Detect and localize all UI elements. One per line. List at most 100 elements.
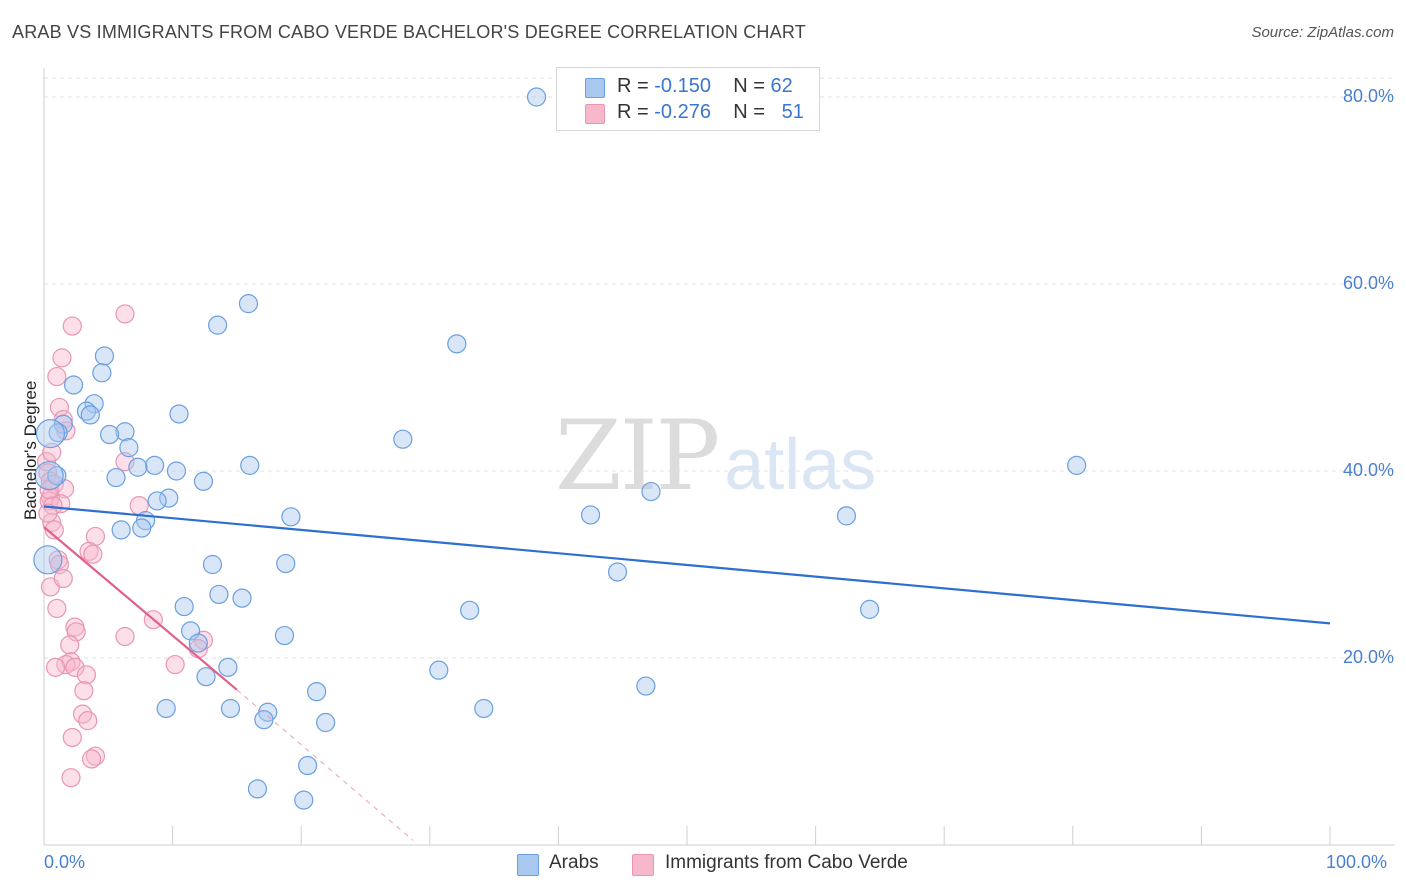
cabo-verde-n-value: 51 <box>781 101 804 123</box>
point-arabs-26 <box>147 491 167 511</box>
point-arabs-60 <box>34 461 64 491</box>
point-arabs-13 <box>115 422 135 442</box>
point-cabo-verde-2 <box>52 348 72 368</box>
point-arabs-42 <box>181 621 201 641</box>
point-arabs-40 <box>460 600 480 620</box>
point-cabo-verde-46 <box>61 768 81 788</box>
point-arabs-43 <box>274 625 295 646</box>
x-tick-label-max: 100.0% <box>1326 852 1388 872</box>
point-cabo-verde-42 <box>78 711 98 731</box>
point-arabs-21 <box>166 461 187 481</box>
point-cabo-verde-50 <box>53 568 73 589</box>
point-arabs-58 <box>294 790 314 810</box>
point-cabo-verde-39 <box>76 665 97 685</box>
point-arabs-45 <box>218 657 238 677</box>
point-arabs-4 <box>94 346 115 366</box>
cabo-verde-n-label: N = <box>733 101 771 123</box>
point-cabo-verde-19 <box>44 520 64 540</box>
trend-line-arabs <box>43 505 1331 625</box>
point-arabs-33 <box>836 506 857 526</box>
point-arabs-54 <box>254 710 274 730</box>
point-arabs-10 <box>80 405 100 425</box>
x-tick-label-min: 0.0% <box>44 852 86 872</box>
point-cabo-verde-48 <box>38 503 58 523</box>
point-arabs-22 <box>240 455 260 475</box>
point-arabs-36 <box>607 562 628 582</box>
point-arabs-61 <box>33 545 63 575</box>
point-cabo-verde-45 <box>81 749 102 769</box>
point-arabs-44 <box>188 633 208 653</box>
cabo-verde-r-label: R = <box>617 101 655 123</box>
point-cabo-verde-22 <box>83 544 103 564</box>
point-arabs-3 <box>447 334 467 354</box>
point-cabo-verde-1 <box>62 316 82 336</box>
y-tick-label-40: 40.0% <box>1342 460 1394 480</box>
point-arabs-25 <box>159 488 179 508</box>
arabs-r-value: -0.150 <box>654 75 711 97</box>
point-arabs-55 <box>316 712 336 733</box>
point-arabs-7 <box>84 394 104 414</box>
point-arabs-30 <box>111 520 131 540</box>
point-arabs-6 <box>63 375 84 395</box>
point-arabs-39 <box>174 596 194 617</box>
trend-extension-cabo-verde <box>236 689 414 841</box>
point-arabs-23 <box>1067 455 1087 475</box>
point-arabs-29 <box>132 518 152 538</box>
point-cabo-verde-0 <box>115 304 135 324</box>
point-arabs-16 <box>393 429 413 449</box>
point-arabs-48 <box>636 676 656 696</box>
point-arabs-51 <box>220 698 241 719</box>
point-arabs-2 <box>208 315 228 335</box>
point-arabs-52 <box>474 698 494 719</box>
arabs-swatch <box>585 78 605 98</box>
point-arabs-17 <box>47 466 67 486</box>
legend-cabo-verde-swatch <box>632 854 654 876</box>
stats-legend: R = -0.150 N = 62 R = -0.276 N = 51 <box>556 67 820 131</box>
point-arabs-12 <box>48 423 68 443</box>
point-arabs-18 <box>106 467 126 488</box>
y-tick-label-20: 20.0% <box>1342 647 1394 667</box>
point-arabs-11 <box>169 404 189 424</box>
point-arabs-49 <box>307 682 327 702</box>
point-cabo-verde-26 <box>47 598 67 619</box>
point-cabo-verde-37 <box>45 657 66 677</box>
source-label: Source: ZipAtlas.com <box>1251 24 1394 41</box>
point-arabs-34 <box>202 554 223 575</box>
point-cabo-verde-30 <box>115 626 135 647</box>
point-arabs-59 <box>35 419 66 449</box>
legend-cabo-verde-label: Immigrants from Cabo Verde <box>665 852 908 873</box>
point-arabs-5 <box>92 363 112 383</box>
point-arabs-35 <box>276 553 296 574</box>
point-cabo-verde-18 <box>42 512 62 533</box>
point-arabs-27 <box>641 481 661 502</box>
arabs-n-label: N = <box>733 75 771 97</box>
cabo-verde-swatch <box>585 104 605 124</box>
point-cabo-verde-41 <box>72 704 93 724</box>
point-arabs-38 <box>232 588 252 608</box>
chart-title: ARAB VS IMMIGRANTS FROM CABO VERDE BACHE… <box>12 22 806 42</box>
point-arabs-0 <box>526 87 547 107</box>
point-cabo-verde-36 <box>165 654 185 675</box>
point-cabo-verde-43 <box>62 727 82 748</box>
point-arabs-57 <box>247 779 268 799</box>
point-arabs-24 <box>193 471 214 491</box>
y-axis-label: Bachelor's Degree <box>21 380 40 520</box>
point-arabs-19 <box>144 455 165 475</box>
y-tick-label-80: 80.0% <box>1342 86 1394 106</box>
legend-arabs-label: Arabs <box>549 852 599 873</box>
trend-line-cabo-verde <box>43 526 238 691</box>
point-arabs-50 <box>156 698 176 719</box>
point-arabs-47 <box>196 667 216 687</box>
point-arabs-20 <box>128 457 148 477</box>
point-arabs-41 <box>860 599 880 619</box>
point-cabo-verde-40 <box>74 681 94 701</box>
point-arabs-46 <box>429 660 449 680</box>
point-arabs-32 <box>580 505 601 525</box>
point-arabs-37 <box>209 584 229 605</box>
point-arabs-56 <box>298 755 318 776</box>
cabo-verde-r-value: -0.276 <box>654 101 711 123</box>
arabs-r-label: R = <box>617 75 655 97</box>
point-cabo-verde-3 <box>47 366 67 387</box>
point-cabo-verde-32 <box>60 635 80 655</box>
